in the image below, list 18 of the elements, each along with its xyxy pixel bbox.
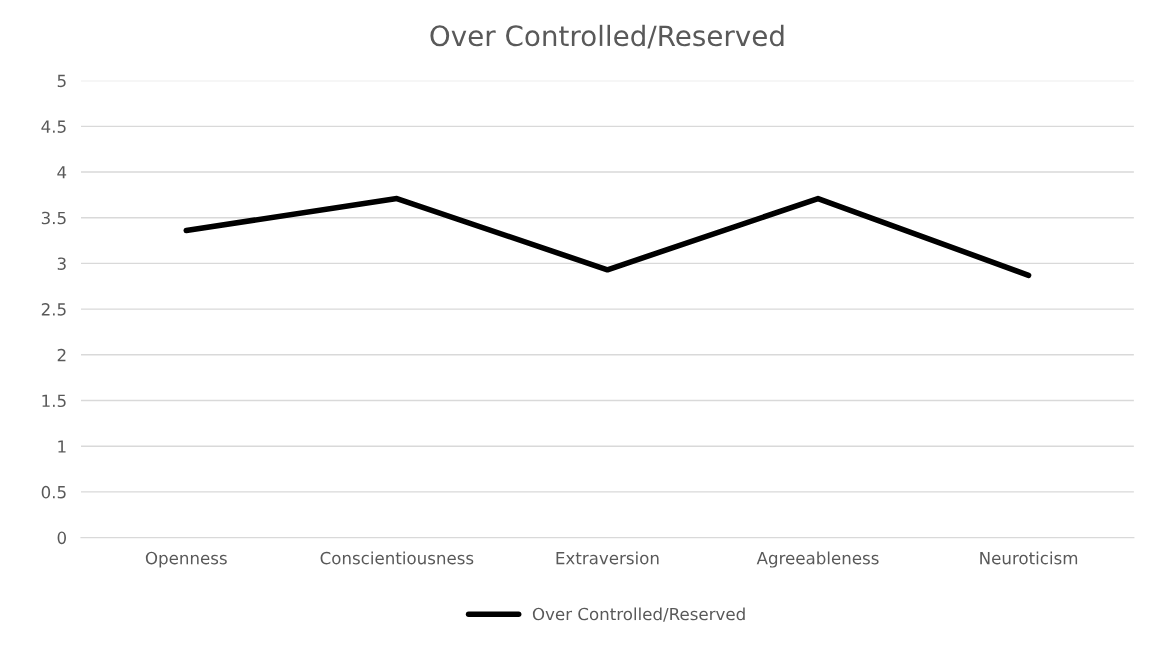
x-tick-label: Extraversion [556,551,659,565]
y-tick-label: 1.5 [42,394,66,408]
y-tick-label: 5 [57,74,66,88]
x-tick-label: Conscientiousness [320,551,474,565]
y-tick-label: 4.5 [41,120,66,133]
y-tick-label: 2.5 [41,303,66,316]
y-tick-label: 3 [57,257,66,270]
y-tick-label: 3.5 [41,211,66,225]
chart-title: Over Controlled/Reserved [430,24,784,49]
x-tick-label: Openness [145,551,227,568]
y-tick-label: 4 [57,166,67,179]
y-tick-label: 0.5 [41,485,66,499]
y-tick-label: 2 [57,348,66,362]
y-tick-label: 1 [58,440,66,453]
x-tick-label: Neuroticism [980,551,1078,565]
x-tick-label: Agreeableness [756,551,879,568]
y-tick-label: 0 [57,531,66,545]
legend-label: Over Controlled/Reserved [532,607,745,622]
